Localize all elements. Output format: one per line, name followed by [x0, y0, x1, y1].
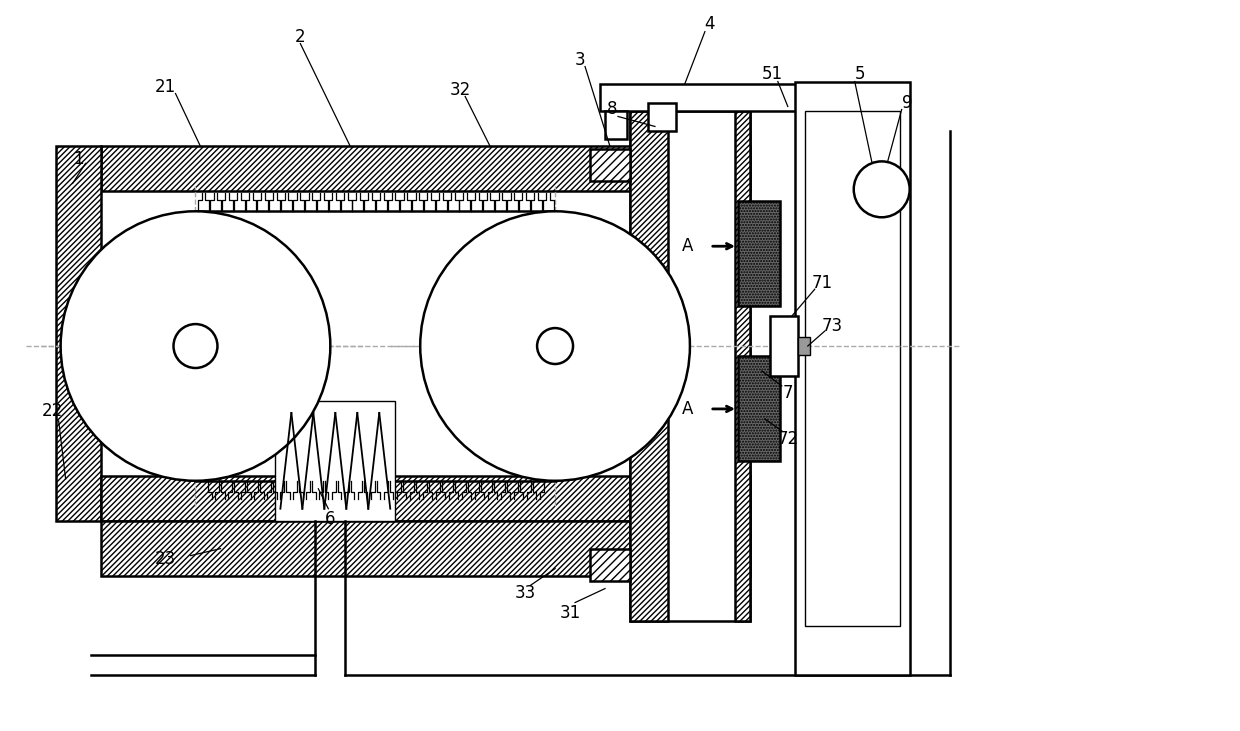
Text: A: A: [682, 400, 693, 418]
Circle shape: [61, 211, 330, 481]
Bar: [100, 520, 750, 575]
Bar: [100, 146, 750, 192]
Bar: [600, 83, 884, 112]
Bar: [56, 146, 100, 520]
Text: 1: 1: [73, 151, 84, 168]
Text: 4: 4: [704, 15, 715, 33]
Bar: [770, 316, 797, 376]
Circle shape: [420, 211, 689, 481]
Text: 22: 22: [42, 402, 63, 420]
Text: 33: 33: [515, 583, 536, 602]
Bar: [605, 112, 627, 140]
Text: 31: 31: [559, 604, 580, 621]
Text: 72: 72: [777, 430, 799, 448]
Text: 5: 5: [854, 64, 866, 83]
Bar: [738, 356, 780, 461]
Text: 21: 21: [155, 77, 176, 96]
Bar: [649, 104, 676, 132]
Text: 23: 23: [155, 550, 176, 568]
Text: 73: 73: [821, 317, 842, 335]
Bar: [630, 112, 750, 621]
Bar: [795, 82, 910, 675]
Text: 8: 8: [606, 100, 618, 118]
Text: 6: 6: [325, 510, 336, 528]
Text: 7: 7: [782, 384, 794, 402]
Bar: [590, 549, 630, 580]
Circle shape: [537, 328, 573, 364]
Text: 51: 51: [761, 64, 782, 83]
Circle shape: [853, 162, 910, 217]
Bar: [275, 401, 396, 520]
Text: 32: 32: [450, 80, 471, 99]
Bar: [590, 149, 630, 181]
Text: 9: 9: [903, 94, 913, 113]
Bar: [738, 201, 780, 306]
Text: 3: 3: [574, 50, 585, 69]
Text: 2: 2: [295, 28, 306, 45]
Bar: [805, 112, 900, 626]
Text: A: A: [682, 238, 693, 255]
Bar: [100, 476, 750, 520]
Bar: [735, 112, 750, 621]
Bar: [797, 337, 810, 355]
Circle shape: [174, 324, 217, 368]
Text: 71: 71: [811, 274, 832, 292]
Bar: [630, 112, 668, 621]
